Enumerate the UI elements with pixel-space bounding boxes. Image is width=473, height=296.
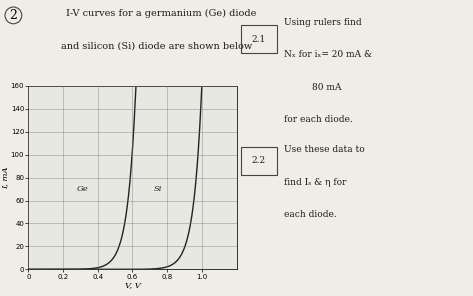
Text: 2: 2 xyxy=(9,9,18,22)
Text: 2.1: 2.1 xyxy=(252,35,266,44)
Text: 2.2: 2.2 xyxy=(252,156,266,165)
X-axis label: V, V: V, V xyxy=(124,281,140,289)
Text: for each diode.: for each diode. xyxy=(284,115,352,124)
Text: Ge: Ge xyxy=(77,185,89,193)
Text: I-V curves for a germanium (Ge) diode: I-V curves for a germanium (Ge) diode xyxy=(66,9,256,18)
Y-axis label: I, mA: I, mA xyxy=(1,166,9,189)
Text: Nₓ for iₓ= 20 mA &: Nₓ for iₓ= 20 mA & xyxy=(284,50,372,59)
Text: each diode.: each diode. xyxy=(284,210,337,219)
Text: and silicon (Si) diode are shown below: and silicon (Si) diode are shown below xyxy=(61,41,253,50)
Text: 80 mA: 80 mA xyxy=(312,83,342,92)
Text: Use these data to: Use these data to xyxy=(284,145,365,154)
Text: Using rulers find: Using rulers find xyxy=(284,18,361,27)
Text: find Iₛ & η for: find Iₛ & η for xyxy=(284,178,346,186)
Text: Si: Si xyxy=(153,185,162,193)
